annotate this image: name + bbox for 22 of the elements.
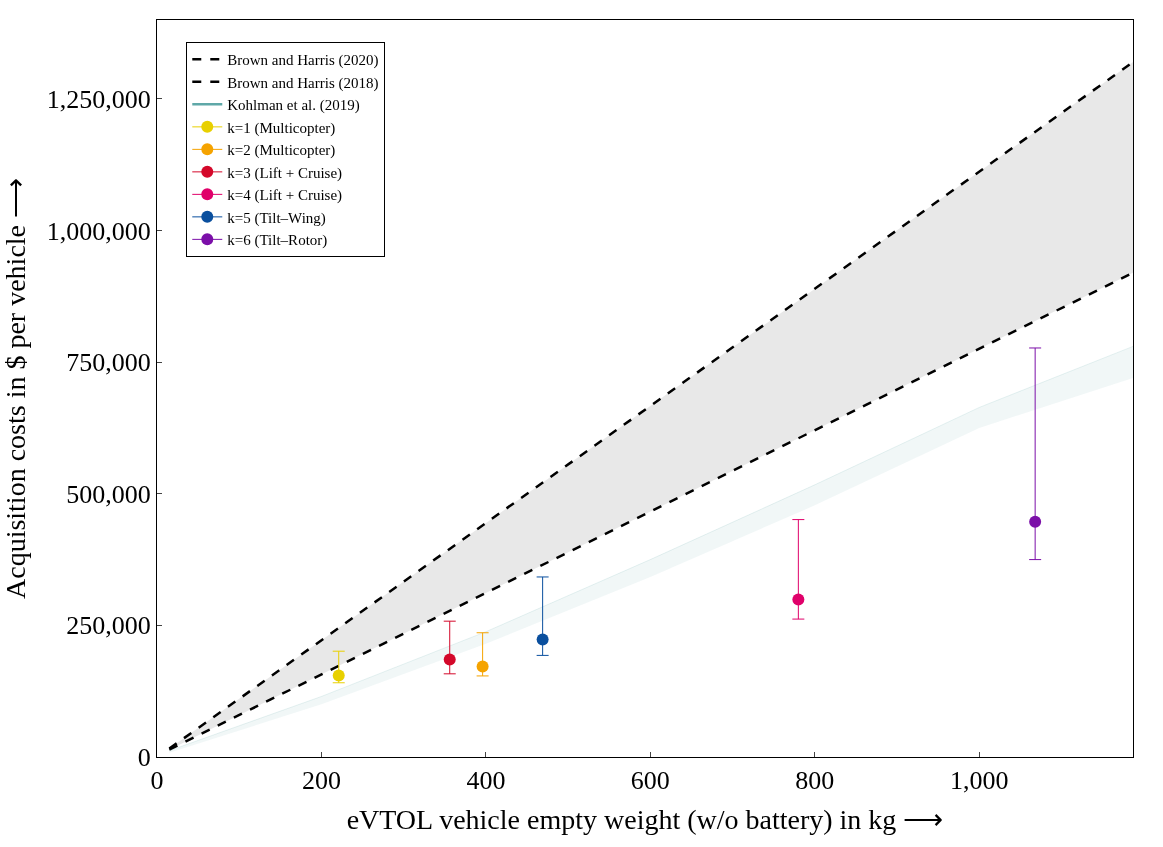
y-tick-label: 1,000,000	[46, 216, 151, 246]
legend-label: k=6 (Tilt–Rotor)	[227, 232, 328, 250]
x-axis-title: eVTOL vehicle empty weight (w/o battery) in kg ⟶	[346, 804, 944, 836]
y-tick-label: 0	[137, 743, 151, 773]
legend-label: Kohlman et al. (2019)	[227, 97, 360, 115]
y-tick-label: 750,000	[66, 348, 151, 378]
x-tick-label: 600	[630, 766, 670, 796]
legend-label: k=3 (Lift + Cruise)	[227, 164, 343, 182]
legend-label: k=1 (Multicopter)	[227, 119, 336, 137]
x-tick-label: 200	[301, 766, 341, 796]
y-axis-title: Acquisition costs in $ per vehicle ⟶	[0, 177, 31, 600]
x-tick-label: 1,000	[949, 766, 1009, 796]
y-tick-label: 250,000	[66, 611, 151, 641]
legend-label: Brown and Harris (2018)	[227, 74, 379, 92]
legend-label: k=4 (Lift + Cruise)	[227, 187, 343, 205]
x-tick-label: 400	[466, 766, 506, 796]
y-tick-label: 1,250,000	[46, 85, 151, 115]
x-tick-label: 800	[795, 766, 835, 796]
legend-label: Brown and Harris (2020)	[227, 52, 379, 70]
y-tick-label: 500,000	[66, 479, 151, 509]
legend-label: k=5 (Tilt–Wing)	[227, 209, 326, 227]
legend-label: k=2 (Multicopter)	[227, 142, 336, 160]
